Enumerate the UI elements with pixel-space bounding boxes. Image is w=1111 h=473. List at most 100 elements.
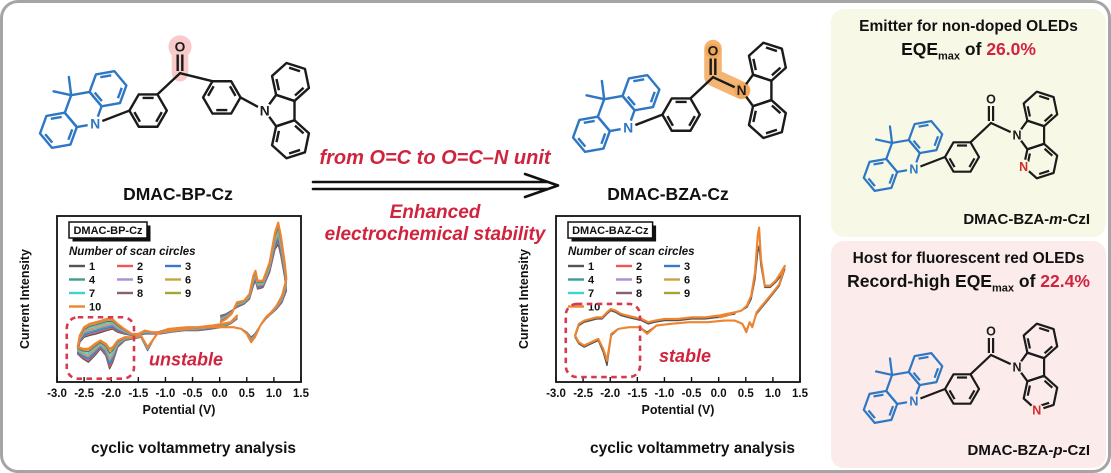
- svg-text:4: 4: [89, 275, 96, 287]
- svg-text:7: 7: [89, 288, 95, 300]
- dmac-unit: [571, 73, 661, 154]
- svg-text:Current Intensity: Current Intensity: [517, 249, 531, 349]
- instability-box: [564, 302, 642, 379]
- eqe-value-top: 26.0%: [986, 39, 1036, 59]
- dmac-bza-cz-structure: N O N: [571, 39, 788, 154]
- svg-text:7: 7: [588, 288, 594, 300]
- svg-text:2: 2: [636, 261, 642, 273]
- instability-box: [65, 315, 136, 380]
- svg-text:0.5: 0.5: [738, 388, 755, 400]
- panel-emitter: Emitter for non-doped OLEDs EQEmax of 26…: [831, 9, 1106, 237]
- panel-host: Host for fluorescent red OLEDs Record-hi…: [831, 241, 1106, 468]
- enhancement-text-line2: electrochemical stability: [324, 224, 546, 246]
- transformation-block: from O=C to O=C–N unit Enhanced electroc…: [303, 147, 567, 247]
- svg-text:N: N: [1032, 404, 1041, 418]
- svg-text:stable: stable: [659, 346, 711, 366]
- svg-text:O: O: [986, 92, 996, 106]
- svg-text:N: N: [623, 121, 633, 136]
- svg-text:N: N: [909, 162, 918, 176]
- svg-text:5: 5: [636, 275, 642, 287]
- svg-text:1: 1: [588, 261, 594, 273]
- panel-host-title: Host for fluorescent red OLEDs: [852, 250, 1085, 267]
- cv-caption-right: cyclic voltammetry analysis: [589, 440, 796, 457]
- dmac-bza-cz-label: DMAC-BZA-Cz: [607, 184, 729, 204]
- svg-text:N: N: [260, 103, 270, 118]
- panel-emitter-eqe: EQEmax of 26.0%: [901, 39, 1036, 63]
- svg-text:N: N: [1019, 160, 1028, 174]
- panel-emitter-title: Emitter for non-doped OLEDs: [859, 18, 1078, 35]
- svg-text:-3.0: -3.0: [546, 388, 566, 400]
- svg-text:10: 10: [89, 302, 101, 314]
- molecule-group: N O N: [38, 35, 311, 160]
- svg-text:Number of scan circles: Number of scan circles: [69, 246, 196, 258]
- svg-text:0.0: 0.0: [711, 388, 727, 400]
- svg-text:-1.5: -1.5: [128, 388, 148, 400]
- svg-text:6: 6: [185, 275, 191, 287]
- svg-text:6: 6: [684, 275, 690, 287]
- dmac-bp-cz-structure: N O N: [38, 35, 311, 160]
- transformation-text: from O=C to O=C–N unit: [319, 147, 551, 169]
- cv-chart-dmac-baz-cz: -3.0 -2.5 -2.0 -1.5 -1.0 -0.5 0.0 0.5 1.0 1.5 Pote…: [517, 215, 809, 417]
- enhancement-text-line1: Enhanced: [389, 202, 481, 223]
- svg-text:-1.0: -1.0: [655, 388, 675, 400]
- svg-text:1.5: 1.5: [293, 388, 310, 400]
- svg-text:9: 9: [684, 288, 690, 300]
- double-arrow-icon: [311, 172, 560, 199]
- dmac-bp-cz-label: DMAC-BP-Cz: [123, 184, 233, 204]
- svg-text:8: 8: [636, 288, 642, 300]
- svg-text:-0.5: -0.5: [183, 388, 203, 400]
- svg-text:DMAC-BAZ-Cz: DMAC-BAZ-Cz: [572, 225, 649, 237]
- svg-text:N: N: [90, 117, 100, 132]
- svg-text:N: N: [1012, 128, 1021, 142]
- cv-chart-dmac-bp-cz: -3.0 -2.5 -2.0 -1.5 -1.0 -0.5 0.0 0.5 1.0 1.5 Pote…: [18, 215, 310, 417]
- svg-text:Number of scan circles: Number of scan circles: [568, 246, 695, 258]
- eqe-value-bottom: 22.4%: [1040, 271, 1090, 291]
- svg-text:-0.5: -0.5: [682, 388, 702, 400]
- svg-text:1.0: 1.0: [765, 388, 781, 400]
- svg-text:1.0: 1.0: [266, 388, 282, 400]
- svg-text:-2.0: -2.0: [101, 388, 121, 400]
- svg-text:-1.5: -1.5: [627, 388, 647, 400]
- svg-text:N: N: [737, 83, 747, 98]
- svg-text:-3.0: -3.0: [47, 388, 67, 400]
- panel-host-eqe: Record-high EQEmax of 22.4%: [847, 271, 1090, 295]
- dmac-bza-m-czi-structure: N O N N: [862, 90, 1059, 192]
- molecule-group: N O N N: [862, 90, 1059, 192]
- svg-text:-1.0: -1.0: [156, 388, 176, 400]
- svg-text:Current Intensity: Current Intensity: [18, 249, 32, 349]
- svg-text:0.5: 0.5: [239, 388, 256, 400]
- svg-text:unstable: unstable: [149, 349, 223, 369]
- svg-text:5: 5: [137, 275, 143, 287]
- svg-text:8: 8: [137, 288, 143, 300]
- molecule-group: N O N N: [862, 322, 1059, 424]
- svg-text:-2.5: -2.5: [74, 388, 94, 400]
- svg-text:DMAC-BP-Cz: DMAC-BP-Cz: [73, 225, 143, 237]
- svg-text:O: O: [986, 324, 996, 338]
- svg-text:O: O: [708, 44, 719, 59]
- svg-text:0.0: 0.0: [212, 388, 228, 400]
- svg-text:4: 4: [588, 275, 595, 287]
- dmac-unit: [862, 352, 944, 424]
- dmac-unit: [38, 69, 128, 150]
- svg-text:-2.5: -2.5: [573, 388, 593, 400]
- svg-text:O: O: [175, 40, 186, 55]
- svg-text:-2.0: -2.0: [600, 388, 620, 400]
- dmac-bza-p-czi-structure: N O N N: [862, 322, 1059, 424]
- svg-text:9: 9: [185, 288, 191, 300]
- svg-text:Potential (V): Potential (V): [642, 403, 715, 417]
- svg-text:3: 3: [684, 261, 690, 273]
- svg-text:1: 1: [89, 261, 95, 273]
- svg-text:3: 3: [185, 261, 191, 273]
- dmac-unit: [862, 120, 944, 192]
- dmac-bza-p-czi-label: DMAC-BZA-p-CzI: [967, 442, 1090, 459]
- plot-frame: [555, 215, 801, 383]
- plot-frame: [56, 215, 302, 383]
- cv-caption-left: cyclic voltammetry analysis: [90, 440, 297, 457]
- svg-text:2: 2: [137, 261, 143, 273]
- svg-text:1.5: 1.5: [792, 388, 809, 400]
- cv-curves: [76, 221, 288, 370]
- svg-text:N: N: [909, 394, 918, 408]
- dmac-bza-m-czi-label: DMAC-BZA-m-CzI: [963, 211, 1090, 228]
- molecule-group: N O N: [571, 39, 788, 154]
